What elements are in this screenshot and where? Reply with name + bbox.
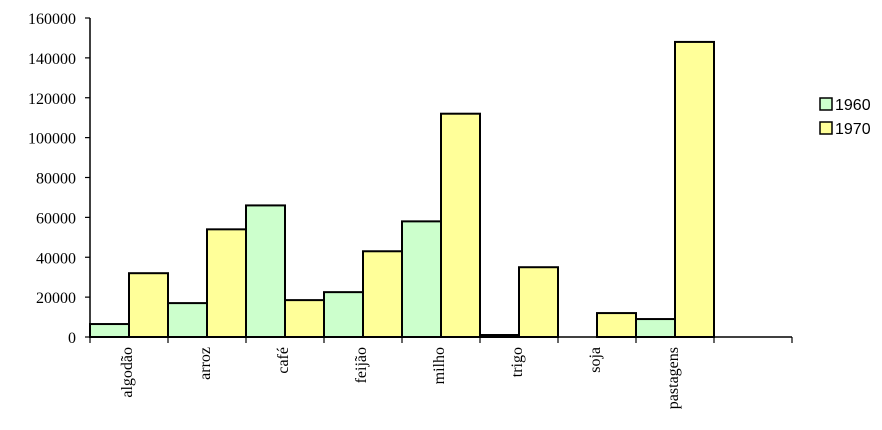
bar-1970-4 — [440, 112, 481, 338]
bar-1970-1 — [206, 228, 247, 338]
legend-label-1960: 1960 — [835, 97, 871, 114]
bar-1960-3 — [323, 291, 364, 338]
bar-1970-5 — [518, 266, 559, 338]
bar-1970-7 — [674, 40, 715, 339]
y-axis-ticks: 0 20000 40000 60000 80000 100000 120000 140000 1… — [28, 11, 90, 347]
bar-1960-1 — [167, 302, 208, 339]
legend-label-1970: 1970 — [835, 121, 871, 138]
y-tick-label: 60000 — [36, 210, 76, 227]
bar-1960-4 — [401, 220, 442, 338]
x-tick-label: milho — [431, 347, 448, 384]
x-tick-label: café — [275, 347, 292, 374]
legend: 1960 1970 — [819, 97, 871, 138]
y-tick-label: 40000 — [36, 250, 76, 267]
legend-swatch-1960 — [819, 97, 833, 111]
y-tick-label: 100000 — [28, 131, 76, 148]
x-tick-label: arroz — [197, 347, 214, 380]
bar-1970-6 — [596, 312, 637, 339]
x-tick-label: feijão — [353, 347, 370, 383]
y-tick-label: 20000 — [36, 290, 76, 307]
bar-1970-3 — [362, 250, 403, 338]
bar-1960-2 — [245, 204, 286, 338]
y-tick-label: 140000 — [28, 51, 76, 68]
y-tick-label: 80000 — [36, 171, 76, 188]
y-tick-label: 160000 — [28, 11, 76, 28]
y-tick-label: 120000 — [28, 91, 76, 108]
x-tick-label: pastagens — [665, 347, 682, 409]
bar-1970-2 — [284, 299, 325, 339]
bars-group — [89, 40, 715, 339]
x-axis-labels: algodão arroz café feijão milho trigo soja past… — [119, 347, 682, 409]
y-tick-label: 0 — [68, 330, 76, 347]
x-tick-label: trigo — [509, 347, 526, 377]
bar-1960-7 — [635, 318, 676, 338]
bar-1960-0 — [89, 323, 130, 338]
x-tick-label: algodão — [119, 347, 136, 398]
legend-swatch-1970 — [819, 121, 833, 135]
bar-1970-0 — [128, 272, 169, 339]
x-tick-label: soja — [587, 347, 604, 373]
